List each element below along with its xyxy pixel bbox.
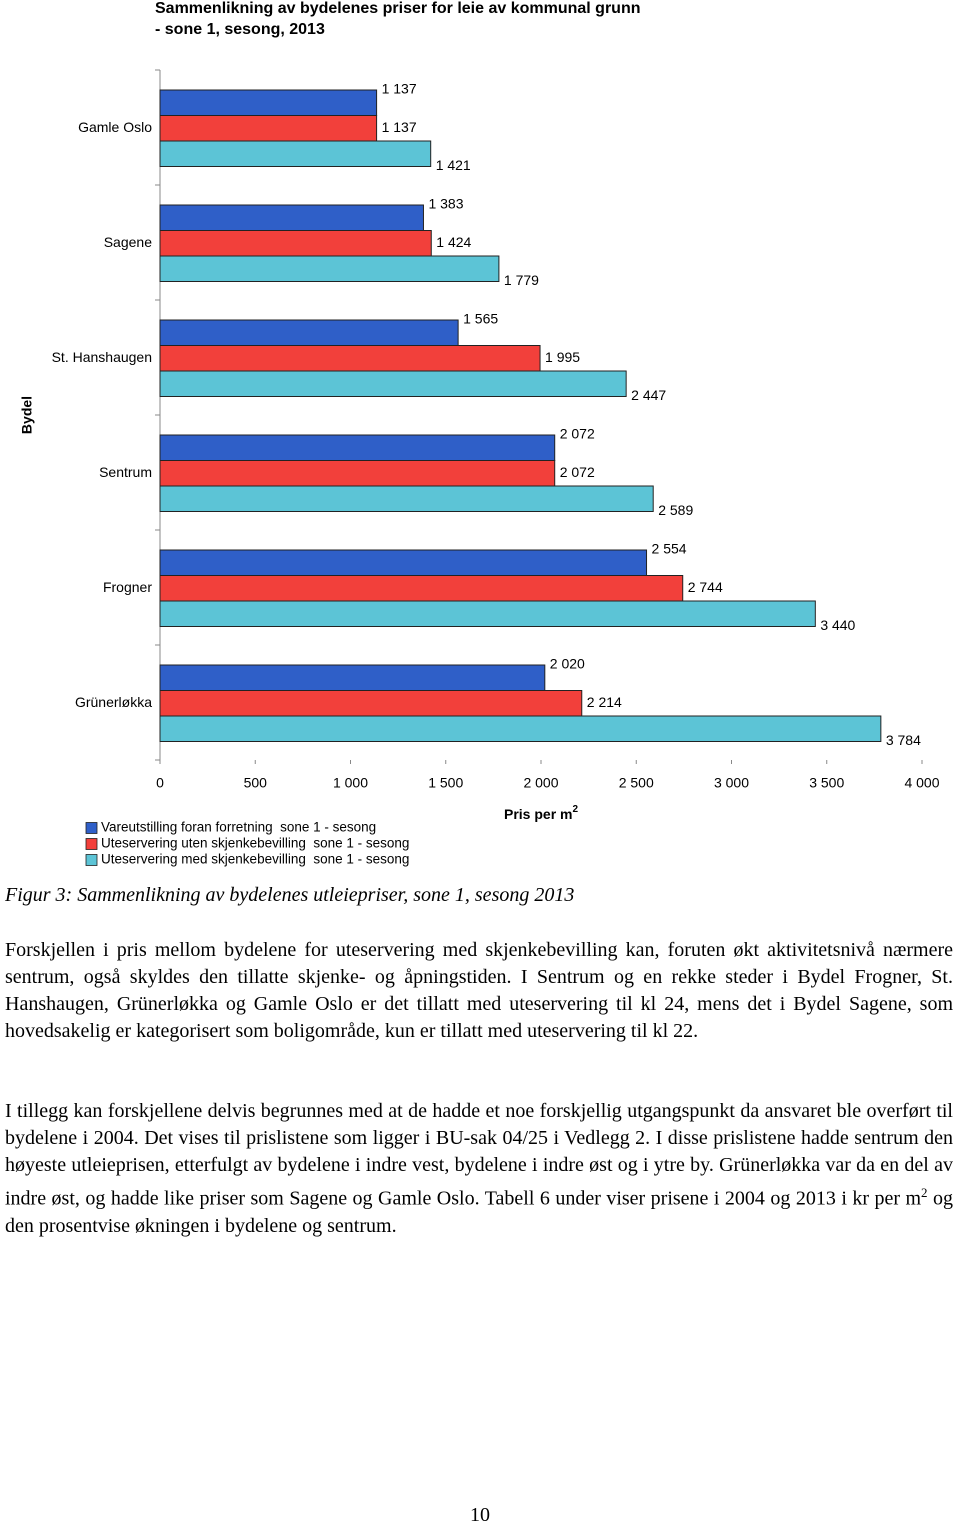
value-label: 1 779 — [504, 272, 539, 288]
bar — [159, 664, 546, 691]
superscript: 2 — [921, 1185, 928, 1200]
y-tick-label: Frogner — [103, 579, 152, 595]
value-label: 2 744 — [688, 579, 723, 595]
text: og den prosentvise økningen i bydelene o… — [5, 1187, 953, 1237]
y-tick-label: Gamle Oslo — [78, 119, 152, 135]
value-label: 2 589 — [658, 502, 693, 518]
value-label: 1 995 — [545, 349, 580, 365]
value-label: 1 383 — [428, 196, 463, 212]
value-label: 1 137 — [382, 119, 417, 135]
x-axis-title: Pris per m2 — [504, 804, 578, 822]
x-tick-label: 2 500 — [619, 775, 654, 791]
chart: Sammenlikning av bydelenes priser for le… — [19, 0, 940, 867]
legend-swatch — [85, 838, 98, 850]
value-label: 2 554 — [652, 541, 687, 557]
bar — [159, 600, 816, 627]
bar — [159, 370, 627, 397]
value-label: 3 440 — [820, 617, 855, 633]
bar — [159, 715, 882, 742]
x-tick-label: 500 — [244, 775, 268, 791]
value-label: 1 421 — [436, 157, 471, 173]
value-label: 2 214 — [587, 694, 622, 710]
value-label: 1 137 — [382, 81, 417, 97]
bar — [159, 255, 500, 282]
y-axis-title: Bydel — [19, 396, 35, 434]
x-tick-label: 4 000 — [904, 775, 939, 791]
chart-title: Sammenlikning av bydelenes priser for le… — [155, 0, 640, 17]
legend-label: Uteservering med skjenkebevilling sone 1… — [101, 852, 409, 867]
bar — [159, 89, 378, 116]
bar — [159, 204, 424, 231]
legend-swatch — [85, 822, 98, 834]
legend-label: Uteservering uten skjenkebevilling sone … — [101, 836, 409, 851]
text: I tillegg kan forskjellene delvis begrun… — [5, 1100, 953, 1210]
legend-swatch — [85, 854, 98, 866]
value-label: 1 424 — [436, 234, 471, 250]
bar — [159, 230, 432, 257]
x-tick-label: 3 500 — [809, 775, 844, 791]
value-label: 2 020 — [550, 656, 585, 672]
x-axis-title-sup: 2 — [572, 804, 578, 815]
bar — [159, 319, 459, 346]
caption: Figur 3: Sammenlikning av bydelenes utle… — [5, 884, 575, 906]
bar — [159, 575, 684, 602]
page-number: 10 — [470, 1504, 490, 1526]
value-label: 2 072 — [560, 426, 595, 442]
x-tick-label: 3 000 — [714, 775, 749, 791]
value-label: 1 565 — [463, 311, 498, 327]
bar — [159, 460, 556, 487]
value-label: 2 072 — [560, 464, 595, 480]
paragraph: Forskjellen i pris mellom bydelene for u… — [5, 939, 953, 1042]
y-tick-label: Sentrum — [99, 464, 152, 480]
x-axis-title-text: Pris per m — [504, 806, 572, 822]
x-tick-label: 2 000 — [523, 775, 558, 791]
x-tick-label: 1 000 — [333, 775, 368, 791]
bar — [159, 115, 378, 142]
value-label: 3 784 — [886, 732, 921, 748]
chart-title: - sone 1, sesong, 2013 — [155, 21, 325, 38]
paragraph: I tillegg kan forskjellene delvis begrun… — [5, 1098, 953, 1240]
legend-label: Vareutstilling foran forretning sone 1 -… — [101, 820, 376, 835]
bar — [159, 434, 556, 461]
bar — [159, 485, 654, 512]
y-tick-label: St. Hanshaugen — [52, 349, 152, 365]
bar — [159, 549, 648, 576]
bar — [159, 345, 541, 372]
x-tick-label: 1 500 — [428, 775, 463, 791]
value-label: 2 447 — [631, 387, 666, 403]
x-tick-label: 0 — [156, 775, 164, 791]
y-tick-label: Sagene — [104, 234, 152, 250]
bar — [159, 140, 432, 167]
y-tick-label: Grünerløkka — [75, 694, 152, 710]
bar — [159, 690, 583, 717]
